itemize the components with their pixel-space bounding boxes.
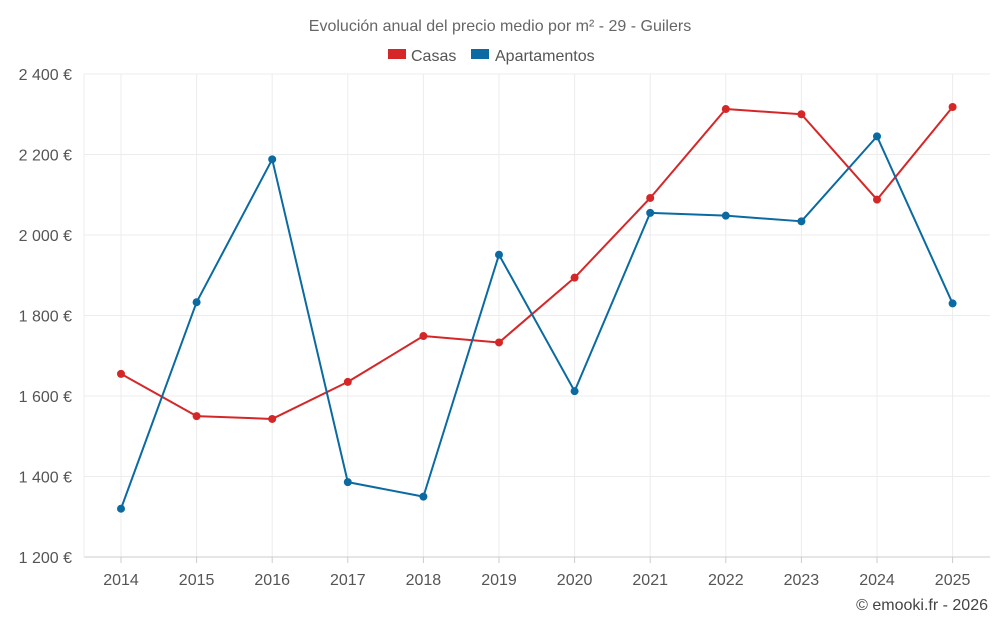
line-apartamentos: [120, 135, 954, 510]
point-apartamentos-2014[interactable]: [117, 504, 125, 513]
x-tick-label: 2015: [179, 572, 215, 589]
point-apartamentos-2022[interactable]: [721, 211, 730, 220]
x-tick-label: 2017: [330, 572, 366, 589]
y-tick-label: 2 000 €: [19, 228, 72, 245]
y-tick-label: 1 400 €: [19, 470, 72, 487]
point-casas-2020[interactable]: [570, 273, 579, 282]
x-tick-label: 2024: [859, 572, 895, 589]
series: [117, 103, 957, 513]
axes: [83, 74, 990, 563]
point-apartamentos-2024[interactable]: [873, 132, 881, 141]
point-apartamentos-2023[interactable]: [797, 217, 806, 226]
legend-label-casas: Casas: [411, 48, 456, 65]
point-apartamentos-2019[interactable]: [495, 250, 503, 259]
y-tick-label: 1 800 €: [19, 309, 72, 326]
point-casas-2022[interactable]: [721, 105, 730, 114]
legend-label-apartamentos: Apartamentos: [495, 48, 595, 65]
point-casas-2019[interactable]: [495, 338, 503, 347]
y-tick-label: 2 400 €: [19, 67, 72, 84]
series-casas: [117, 103, 957, 423]
point-apartamentos-2015[interactable]: [192, 298, 201, 307]
x-tick-label: 2022: [708, 572, 744, 589]
x-tick-label: 2016: [254, 572, 290, 589]
point-casas-2023[interactable]: [797, 110, 806, 119]
y-tick-label: 2 200 €: [19, 148, 72, 165]
credit-text: © emooki.fr - 2026: [856, 597, 988, 614]
point-casas-2016[interactable]: [268, 414, 277, 423]
x-tick-label: 2020: [557, 572, 593, 589]
x-axis-ticks: 2014 2015 2016 2017 2018 2019 2020 2021 2022 2023…: [103, 572, 970, 589]
point-casas-2024[interactable]: [873, 195, 881, 204]
point-casas-2017[interactable]: [343, 377, 352, 386]
x-tick-label: 2021: [632, 572, 668, 589]
y-tick-label: 1 600 €: [19, 389, 72, 406]
point-apartamentos-2021[interactable]: [646, 208, 655, 217]
x-tick-label: 2014: [103, 572, 139, 589]
x-tick-label: 2018: [406, 572, 442, 589]
x-tick-label: 2025: [935, 572, 971, 589]
chart-title: Evolución anual del precio medio por m² …: [309, 18, 691, 35]
point-apartamentos-2017[interactable]: [343, 478, 352, 487]
point-casas-2014[interactable]: [117, 369, 125, 378]
y-axis-ticks: 1 200 € 1 400 € 1 600 € 1 800 € 2 000 € 2 200…: [19, 67, 72, 567]
legend-swatch-casas: [388, 49, 406, 59]
point-casas-2015[interactable]: [192, 412, 201, 421]
x-tick-label: 2019: [481, 572, 517, 589]
point-apartamentos-2016[interactable]: [268, 155, 277, 164]
point-apartamentos-2020[interactable]: [570, 387, 579, 396]
line-casas: [120, 106, 954, 420]
point-apartamentos-2018[interactable]: [419, 492, 428, 501]
grid: [84, 73, 990, 557]
y-tick-label: 1 200 €: [19, 550, 72, 567]
legend-swatch-apartamentos: [471, 49, 489, 59]
point-casas-2018[interactable]: [419, 332, 428, 341]
point-casas-2021[interactable]: [646, 193, 655, 202]
legend: Casas Apartamentos: [388, 48, 595, 65]
x-tick-label: 2023: [784, 572, 820, 589]
point-apartamentos-2025[interactable]: [948, 299, 957, 308]
series-apartamentos: [117, 132, 957, 513]
point-casas-2025[interactable]: [948, 103, 957, 112]
